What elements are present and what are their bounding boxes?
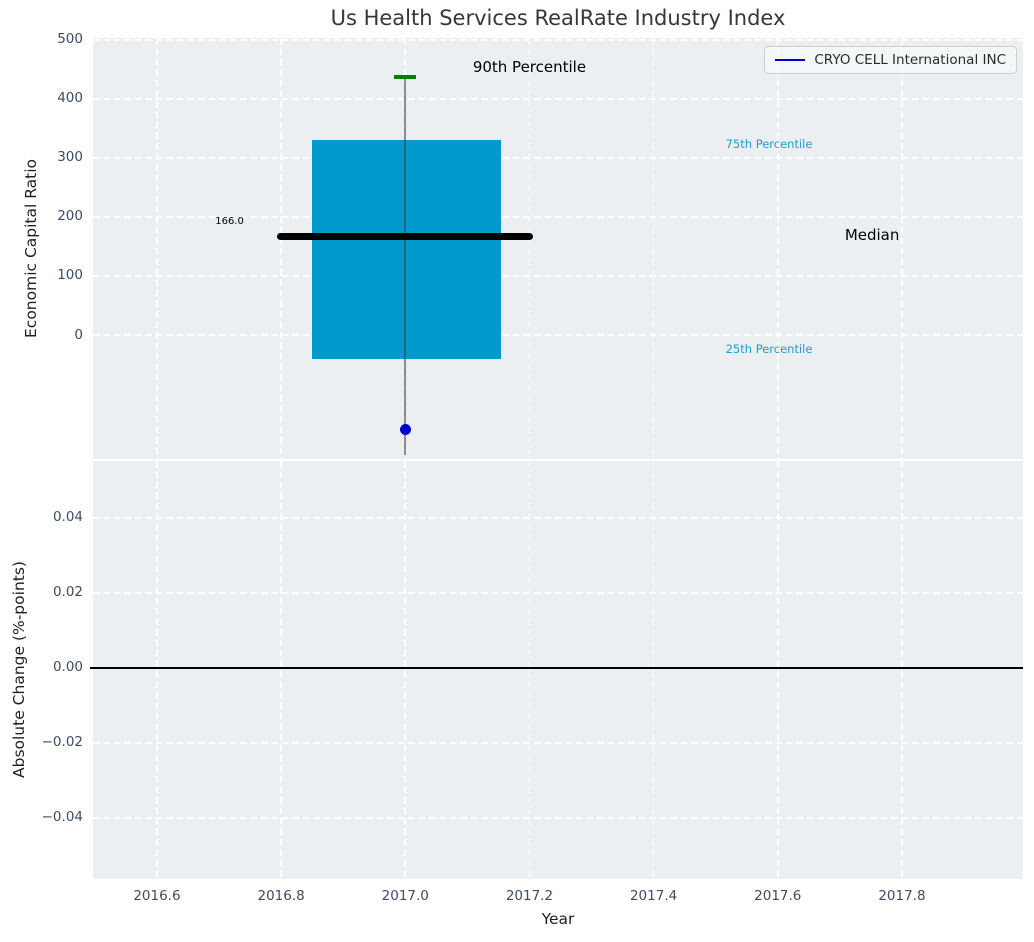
gridline-y xyxy=(93,38,1023,41)
median-line xyxy=(277,233,534,241)
x-tick-label: 2017.2 xyxy=(505,888,554,904)
gridline-x xyxy=(776,38,779,459)
gridline-y xyxy=(93,742,1023,744)
whisker-line xyxy=(404,76,407,455)
gridline-y xyxy=(93,517,1023,519)
gridline-x xyxy=(156,461,158,879)
gridline-x xyxy=(280,461,282,879)
gridline-x xyxy=(528,461,531,879)
legend-line-swatch xyxy=(775,59,806,61)
chart-title: Us Health Services RealRate Industry Ind… xyxy=(330,6,786,30)
y-tick-label: 0.00 xyxy=(52,659,83,676)
y-tick-label: 0.04 xyxy=(52,509,83,526)
gridline-y xyxy=(93,592,1023,594)
y-tick-label: 500 xyxy=(57,31,83,48)
gridline-x xyxy=(776,461,779,879)
gridline-y xyxy=(93,98,1023,100)
y-tick-label: 300 xyxy=(57,149,83,166)
gridline-x xyxy=(280,38,282,459)
y-tick-label: 0 xyxy=(74,326,83,343)
annotation-median-value: 166.0 xyxy=(215,215,244,227)
gridline-x xyxy=(652,38,655,459)
annotation-90th-percentile: 90th Percentile xyxy=(472,57,587,76)
legend: CRYO CELL International INC xyxy=(764,46,1017,74)
x-tick-label: 2016.8 xyxy=(257,888,305,904)
x-tick-label: 2017.0 xyxy=(381,888,429,904)
gridline-x xyxy=(901,461,903,879)
x-tick-label: 2016.6 xyxy=(133,888,181,904)
gridline-x xyxy=(528,38,531,459)
x-axis-label: Year xyxy=(541,910,575,928)
y-tick-label: 100 xyxy=(57,267,83,284)
interquartile-box xyxy=(312,140,502,359)
x-tick-label: 2017.8 xyxy=(878,888,926,904)
y-tick-label: 400 xyxy=(57,90,83,107)
gridline-y xyxy=(93,334,1023,336)
90th-percentile-cap xyxy=(394,75,417,79)
x-tick-label: 2017.4 xyxy=(629,888,678,904)
annotation-75th-percentile: 75th Percentile xyxy=(725,136,813,151)
gridline-y xyxy=(93,216,1023,218)
y-tick-label: 200 xyxy=(57,208,83,225)
y-tick-label: −0.02 xyxy=(41,734,83,751)
gridline-y xyxy=(93,275,1023,277)
company-data-point xyxy=(399,423,411,435)
gridline-x xyxy=(652,461,655,879)
y-tick-label: −0.04 xyxy=(41,809,83,826)
gridline-x xyxy=(404,461,407,879)
top-axes-economic-capital-ratio xyxy=(93,38,1023,459)
bottom-axes-absolute-change xyxy=(93,461,1023,879)
x-tick-label: 2017.6 xyxy=(754,888,802,904)
gridline-y xyxy=(93,157,1023,159)
zero-change-line xyxy=(90,666,1023,669)
annotation-median-label: Median xyxy=(844,226,900,245)
annotation-25th-percentile: 25th Percentile xyxy=(725,341,813,356)
gridline-x xyxy=(901,38,903,459)
legend-label: CRYO CELL International INC xyxy=(814,52,1006,68)
gridline-y xyxy=(93,817,1023,819)
gridline-x xyxy=(156,38,158,459)
y-tick-label: 0.02 xyxy=(52,584,83,601)
